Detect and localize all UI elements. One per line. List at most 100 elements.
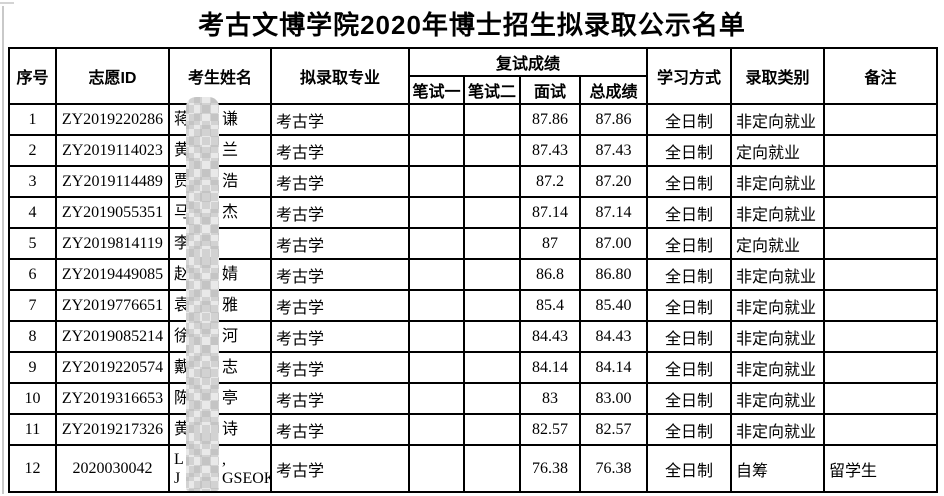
table-row: 10 ZY2019316653 陈亭 考古学 83 83.00 全日制 非定向就… [8,382,939,415]
col-header-total-score: 总成绩 [578,75,649,105]
category-cell: 非定向就业 [730,351,826,384]
major-cell: 考古学 [270,227,410,260]
written1-cell [408,103,465,136]
table-row: 7 ZY2019776651 袁雅 考古学 85.4 85.40 全日制 非定向… [8,289,939,322]
major-cell: 考古学 [270,413,410,446]
name-cell: 戴志 [168,351,272,384]
name-visible-suffix: 志 [222,359,239,376]
study-mode-cell: 全日制 [646,320,733,353]
study-mode-cell: 全日制 [646,413,733,446]
col-header-study-mode: 学习方式 [646,47,733,105]
application-id-cell: ZY2019055351 [55,196,170,229]
serial-cell: 6 [8,258,57,291]
remark-cell [823,103,939,136]
col-header-remark: 备注 [823,47,939,105]
table-header: 序号 志愿ID 考生姓名 拟录取专业 复试成绩 学习方式 录取类别 备注 笔试一… [8,47,939,105]
admission-roster-table: 序号 志愿ID 考生姓名 拟录取专业 复试成绩 学习方式 录取类别 备注 笔试一… [8,47,939,493]
table-row: 12 2020030042 L, J GSEOK 考古学 76.38 76.38 … [8,444,939,493]
application-id-cell: ZY2019776651 [55,289,170,322]
remark-cell [823,165,939,198]
application-id-cell: ZY2019114489 [55,165,170,198]
written2-cell [463,165,521,198]
table-row: 5 ZY2019814119 李 考古学 87 87.00 全日制 定向就业 [8,227,939,260]
name-visible-suffix: , [222,450,226,468]
interview-cell: 86.8 [519,258,581,291]
category-cell: 非定向就业 [730,196,826,229]
table-row: 9 ZY2019220574 戴志 考古学 84.14 84.14 全日制 非定… [8,351,939,384]
serial-cell: 9 [8,351,57,384]
name-cell: 李 [168,227,272,260]
major-cell: 考古学 [270,165,410,198]
written2-cell [463,103,521,136]
name-visible-suffix: 诗 [222,421,239,438]
written2-cell [463,444,521,493]
category-cell: 非定向就业 [730,289,826,322]
interview-cell: 87.2 [519,165,581,198]
header-row-2: 笔试一 笔试二 面试 总成绩 [9,75,937,105]
serial-cell: 5 [8,227,57,260]
written2-cell [463,320,521,353]
application-id-cell: ZY2019316653 [55,382,170,415]
category-cell: 非定向就业 [730,165,826,198]
col-header-serial: 序号 [8,47,57,105]
name-cell: 蒋谦 [168,103,272,136]
major-cell: 考古学 [270,320,410,353]
serial-cell: 11 [8,413,57,446]
category-cell: 非定向就业 [730,413,826,446]
col-header-written-2: 笔试二 [463,75,521,105]
written1-cell [408,413,465,446]
study-mode-cell: 全日制 [646,258,733,291]
remark-cell [823,351,939,384]
written1-cell [408,289,465,322]
category-cell: 自筹 [730,444,826,493]
interview-cell: 76.38 [519,444,581,493]
study-mode-cell: 全日制 [646,227,733,260]
page-edge-left [2,6,4,494]
serial-cell: 8 [8,320,57,353]
category-cell: 定向就业 [730,227,826,260]
serial-cell: 10 [8,382,57,415]
remark-cell [823,196,939,229]
application-id-cell: ZY2019449085 [55,258,170,291]
total-cell: 87.14 [578,196,649,229]
major-cell: 考古学 [270,103,410,136]
category-cell: 非定向就业 [730,320,826,353]
name-visible-suffix: GSEOK [222,469,271,487]
study-mode-cell: 全日制 [646,134,733,167]
name-visible-suffix: 雅 [222,297,239,314]
name-visible-prefix: J [174,469,181,487]
total-cell: 87.00 [578,227,649,260]
page-title: 考古文博学院2020年博士招生拟录取公示名单 [198,10,746,40]
interview-cell: 82.57 [519,413,581,446]
name-cell: 黄诗 [168,413,272,446]
table-row: 11 ZY2019217326 黄诗 考古学 82.57 82.57 全日制 非… [8,413,939,446]
written1-cell [408,165,465,198]
remark-cell [823,134,939,167]
name-cell: 贾浩 [168,165,272,198]
category-cell: 非定向就业 [730,103,826,136]
name-cell: 马杰 [168,196,272,229]
name-cell: 陈亭 [168,382,272,415]
col-header-candidate-name: 考生姓名 [168,47,272,105]
name-cell: 袁雅 [168,289,272,322]
remark-cell [823,258,939,291]
written2-cell [463,289,521,322]
name-cell: 黄兰 [168,134,272,167]
application-id-cell: ZY2019085214 [55,320,170,353]
col-header-application-id: 志愿ID [55,47,170,105]
total-cell: 87.20 [578,165,649,198]
table-row: 1 ZY2019220286 蒋谦 考古学 87.86 87.86 全日制 非定… [8,103,939,136]
name-visible-prefix: L [174,450,184,468]
written2-cell [463,134,521,167]
written1-cell [408,382,465,415]
col-header-proposed-major: 拟录取专业 [270,47,410,105]
header-row-1: 序号 志愿ID 考生姓名 拟录取专业 复试成绩 学习方式 录取类别 备注 [8,47,939,105]
name-visible-suffix: 杰 [222,204,239,221]
name-redaction-mosaic [186,97,219,491]
total-cell: 86.80 [578,258,649,291]
study-mode-cell: 全日制 [646,444,733,493]
remark-cell [823,320,939,353]
major-cell: 考古学 [270,258,410,291]
serial-cell: 3 [8,165,57,198]
remark-cell [823,227,939,260]
